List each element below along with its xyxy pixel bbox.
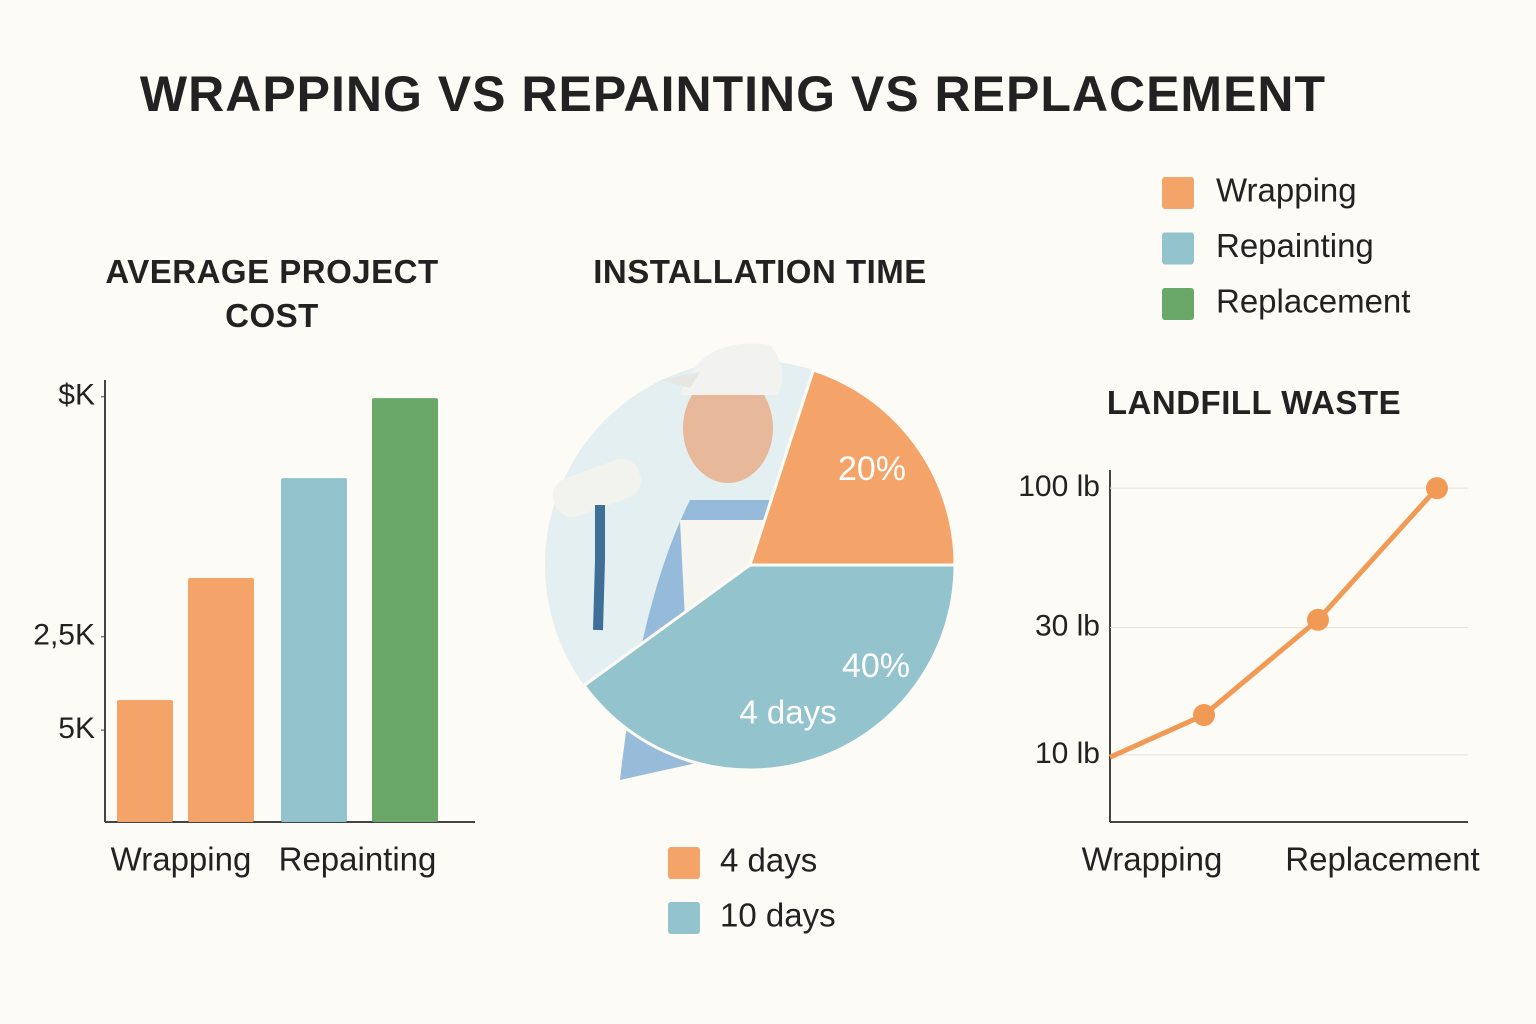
- x-tick-label: Wrapping: [1082, 841, 1223, 878]
- bar: [188, 578, 254, 822]
- y-tick-label: 30 lb: [1035, 610, 1100, 643]
- chart-title: LANDFILL WASTE: [1106, 384, 1402, 421]
- y-tick-label: 10 lb: [1035, 737, 1100, 770]
- point: [1193, 704, 1215, 727]
- slice-annotation: 4 days: [739, 694, 836, 731]
- y-tick-label: 100 lb: [1018, 470, 1100, 503]
- y-tick-label: 2,5K: [33, 619, 95, 652]
- page-title: WRAPPING VS REPAINTING VS REPLACEMENT: [140, 66, 1326, 122]
- bar: [117, 700, 173, 822]
- pie-slice: [747, 368, 957, 567]
- y-tick-label: 5K: [58, 712, 95, 745]
- legend-label: Replacement: [1216, 283, 1410, 320]
- y-tick-label: $K: [58, 379, 95, 412]
- chart-title: AVERAGE PROJECT COST: [105, 253, 439, 334]
- legend-swatch: [1162, 232, 1194, 265]
- x-tick-label: Replacement: [1285, 841, 1479, 878]
- point: [1307, 608, 1329, 631]
- bar: [372, 398, 438, 822]
- pie-slice: [582, 563, 957, 772]
- line: [1108, 486, 1439, 760]
- x-tick-label: Repainting: [279, 841, 437, 878]
- legend-label: Wrapping: [1216, 172, 1357, 209]
- legend-swatch: [668, 902, 700, 934]
- slice-label: 20%: [838, 450, 906, 488]
- point: [1426, 477, 1448, 500]
- legend-label: Repainting: [1216, 227, 1374, 264]
- slice-label: 40%: [842, 647, 910, 685]
- legend-label: 10 days: [720, 897, 836, 934]
- bar: [281, 478, 347, 822]
- chart-title: INSTALLATION TIME: [593, 253, 927, 290]
- legend-swatch: [668, 847, 700, 879]
- x-tick-label: Wrapping: [111, 841, 252, 878]
- legend-label: 4 days: [720, 842, 817, 879]
- legend-swatch: [1162, 288, 1194, 320]
- legend-swatch: [1162, 177, 1194, 209]
